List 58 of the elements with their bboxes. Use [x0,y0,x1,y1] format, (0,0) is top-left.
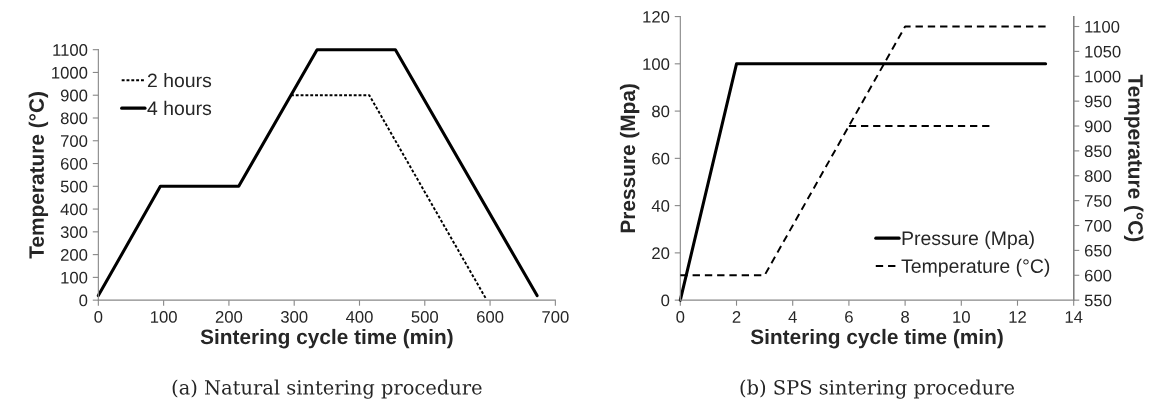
x-tick-label: 10 [953,311,970,323]
x-tick-label: 600 [477,311,504,323]
y2-tick-label: 600 [1084,269,1112,282]
y2-axis-title: Temperature (°C) [1123,74,1144,242]
x-axis-title: Sintering cycle time (min) [750,328,1003,349]
legend-label: Pressure (Mpa) [902,230,1034,249]
y-tick-label: 0 [79,294,88,307]
y-tick-label: 0 [661,294,670,307]
x-tick-label: 300 [280,311,308,323]
x-tick-label: 400 [345,311,373,323]
x-tick-label: 0 [676,311,685,323]
y2-tick-label: 1100 [1085,20,1120,33]
y2-tick-label: 650 [1084,244,1112,257]
x-tick-label: 500 [411,311,439,323]
y-tick-label: 500 [60,180,88,193]
y2-tick-label: 850 [1084,145,1112,158]
y2-tick-label: 950 [1084,95,1112,108]
y-tick-label: 100 [61,271,88,284]
y2-tick-label: 1050 [1085,45,1121,58]
x-tick-label: 14 [1065,311,1083,323]
legend-label: 4 hours [147,100,212,116]
x-tick-label: 0 [94,311,103,323]
y-tick-label: 60 [652,152,670,165]
y-tick-label: 1100 [53,44,88,56]
y2-tick-label: 550 [1084,294,1112,307]
y-tick-label: 20 [652,247,670,260]
legend-label: 2 hours [147,73,212,88]
x-tick-label: 12 [1009,311,1026,323]
x-tick-label: 8 [901,311,910,323]
y-tick-label: 1000 [52,66,88,79]
y2-tick-label: 750 [1084,195,1112,207]
x-tick-label: 200 [215,311,243,323]
y-tick-label: 900 [60,89,88,102]
y-axis-title: Temperature (°C) [28,92,49,259]
y-tick-label: 120 [643,10,670,23]
y-tick-label: 80 [652,105,670,118]
y2-tick-label: 700 [1084,219,1112,232]
y-tick-label: 300 [60,226,88,239]
y-tick-label: 40 [651,200,670,212]
y-tick-label: 700 [60,135,88,147]
y-tick-label: 100 [643,58,670,71]
legend-label: Temperature (°C) [901,258,1050,277]
y-axis-title: Pressure (Mpa) [619,84,640,233]
text: (a) Natural sintering procedure [172,379,482,399]
x-axis-title: Sintering cycle time (min) [200,328,453,349]
x-tick-label: 100 [151,311,177,323]
y-tick-label: 200 [60,249,88,261]
y2-tick-label: 800 [1084,170,1112,182]
x-tick-label: 700 [542,311,569,323]
y-tick-label: 600 [60,157,88,170]
text: (b) SPS sintering procedure [740,379,1015,399]
x-tick-label: 4 [788,311,797,323]
x-tick-label: 6 [845,311,853,323]
y2-tick-label: 1000 [1085,70,1121,83]
x-tick-label: 2 [732,311,741,323]
y2-tick-label: 900 [1084,120,1112,133]
y-tick-label: 800 [60,112,88,125]
y-tick-label: 400 [60,203,88,216]
